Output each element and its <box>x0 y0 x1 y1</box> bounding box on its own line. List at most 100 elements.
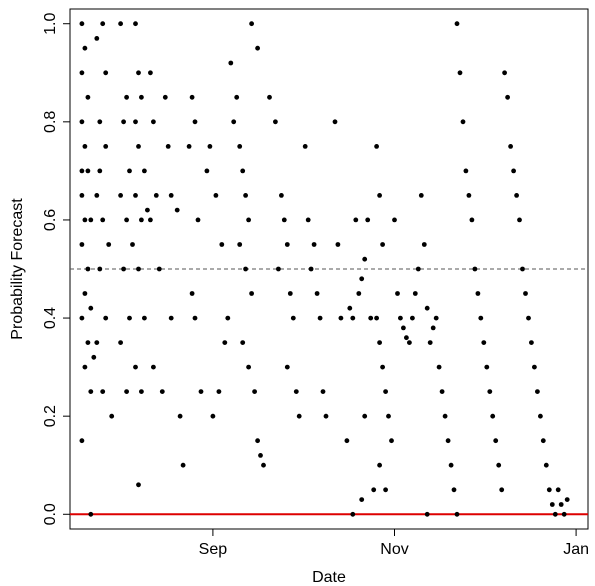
data-point <box>88 305 94 311</box>
data-point <box>386 413 391 419</box>
data-point <box>82 144 88 149</box>
data-point <box>192 119 198 125</box>
data-point <box>529 340 534 345</box>
data-point <box>287 291 293 296</box>
data-point <box>246 217 252 223</box>
data-point <box>103 315 109 321</box>
data-point <box>124 94 129 100</box>
data-point <box>314 291 320 296</box>
data-point <box>249 21 255 27</box>
data-point <box>317 315 323 321</box>
data-point <box>121 119 126 125</box>
data-point <box>302 144 308 149</box>
y-axis: 0.0 0.2 0.4 0.6 0.8 1.0 <box>42 12 70 525</box>
data-point <box>142 168 147 174</box>
data-point <box>91 354 97 360</box>
data-point <box>308 266 314 272</box>
data-point <box>109 413 115 419</box>
data-point <box>427 340 433 345</box>
data-point <box>127 168 132 174</box>
data-point <box>79 21 85 27</box>
data-point <box>284 242 290 247</box>
data-point <box>380 242 385 247</box>
reference-lines <box>70 268 588 516</box>
data-point <box>490 413 496 419</box>
data-point <box>561 511 567 517</box>
data-point <box>130 242 135 247</box>
data-point <box>79 193 85 198</box>
data-point <box>139 217 144 223</box>
data-point <box>153 193 159 198</box>
data-point <box>290 315 296 321</box>
data-point <box>279 193 284 198</box>
data-point <box>543 462 549 468</box>
data-point <box>368 315 374 321</box>
data-point <box>323 413 329 419</box>
data-point <box>139 389 144 394</box>
data-point <box>186 144 192 149</box>
data-point <box>168 193 174 198</box>
data-point <box>540 438 546 444</box>
data-point <box>433 315 439 321</box>
data-point <box>502 70 507 76</box>
data-point <box>124 217 129 223</box>
data-point <box>267 94 272 100</box>
data-point <box>356 291 362 296</box>
data-point <box>493 438 499 444</box>
data-point <box>243 193 249 198</box>
data-point <box>136 144 141 149</box>
data-point <box>82 45 88 51</box>
data-point <box>237 144 243 149</box>
data-point <box>412 291 418 296</box>
data-point <box>359 276 365 282</box>
data-point <box>549 502 555 507</box>
data-point <box>82 217 88 223</box>
data-point <box>136 266 141 272</box>
data-point <box>97 168 103 174</box>
data-point <box>246 364 252 370</box>
data-point <box>362 256 368 262</box>
y-tick-label: 0.4 <box>42 307 59 329</box>
data-point <box>451 487 457 493</box>
data-point <box>79 168 85 174</box>
data-point <box>255 438 260 444</box>
data-point <box>79 438 85 444</box>
data-point <box>320 389 326 394</box>
data-point <box>133 21 138 27</box>
data-point <box>520 266 525 272</box>
data-point <box>359 497 365 502</box>
x-tick-label: Nov <box>380 541 408 558</box>
data-point <box>377 462 382 468</box>
data-point <box>100 389 106 394</box>
data-point <box>347 305 353 311</box>
data-point <box>475 291 481 296</box>
data-point <box>538 413 543 419</box>
data-point <box>523 291 528 296</box>
data-point <box>496 462 502 468</box>
data-point <box>365 217 371 223</box>
data-point <box>79 315 85 321</box>
data-point <box>463 168 469 174</box>
data-point <box>234 94 240 100</box>
data-point <box>103 144 109 149</box>
data-point <box>94 340 100 345</box>
data-point <box>252 389 257 394</box>
data-point <box>552 511 558 517</box>
data-point <box>436 364 442 370</box>
data-point <box>145 207 150 213</box>
data-point <box>124 389 129 394</box>
data-point <box>546 487 552 493</box>
data-point <box>276 266 281 272</box>
data-point <box>481 340 487 345</box>
data-point <box>311 242 317 247</box>
data-point <box>148 217 153 223</box>
data-point <box>558 502 564 507</box>
data-point <box>85 94 91 100</box>
data-point <box>487 389 493 394</box>
data-point <box>207 144 213 149</box>
data-point <box>159 389 165 394</box>
data-point <box>240 168 246 174</box>
data-point <box>514 193 519 198</box>
data-point <box>273 119 278 125</box>
data-point <box>305 217 311 223</box>
